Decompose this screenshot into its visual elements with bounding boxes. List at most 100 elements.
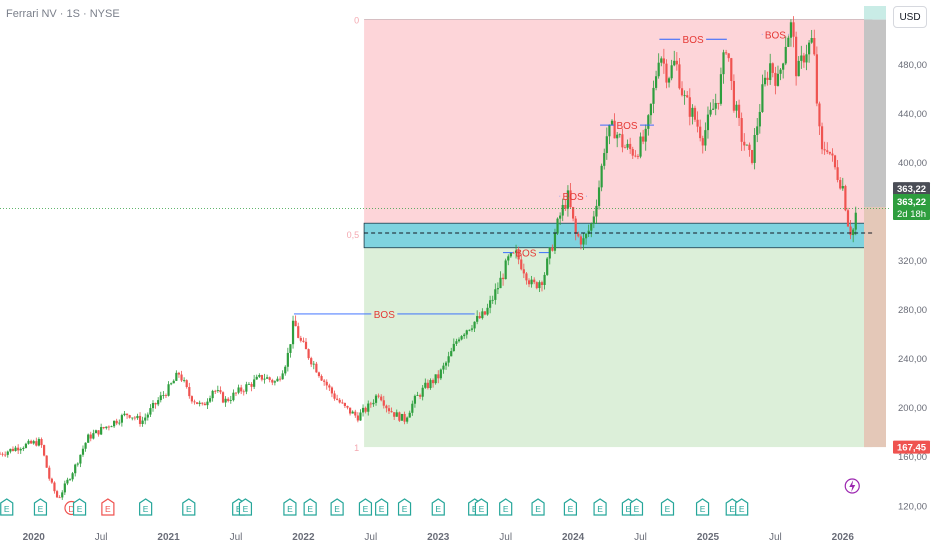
- event-label-18: E: [503, 504, 509, 514]
- candle-body-42: [107, 426, 111, 428]
- candle-body-49: [125, 413, 129, 416]
- candle-body-20: [50, 478, 53, 483]
- projection-down-shade: [864, 206, 886, 448]
- candle-body-67: [172, 380, 175, 384]
- candle-body-180: [465, 330, 468, 335]
- candle-body-65: [167, 384, 170, 396]
- candle-body-11: [27, 440, 30, 444]
- candle-body-145: [374, 395, 378, 403]
- candle-body-103: [266, 377, 269, 379]
- price-tick-9: 160,00: [898, 452, 927, 463]
- candle-body-78: [201, 402, 204, 404]
- candle-body-255: [660, 58, 663, 63]
- candle-body-197: [509, 252, 512, 257]
- event-label-2: D: [68, 504, 74, 514]
- earnings-marker-1: [33, 498, 48, 516]
- candle-body-165: [426, 382, 429, 389]
- candle-body-146: [377, 395, 380, 397]
- candle-body-294: [761, 84, 764, 112]
- candle-body-26: [66, 479, 69, 484]
- candle-body-232: [600, 165, 603, 188]
- candle-body-175: [452, 343, 455, 352]
- earnings-marker-12: [358, 498, 373, 516]
- candle-body-50: [128, 415, 131, 418]
- currency-button[interactable]: USD: [893, 6, 927, 28]
- candle-body-63: [162, 395, 165, 396]
- candle-body-330: [854, 212, 857, 230]
- candle-body-171: [442, 365, 445, 370]
- candle-body-51: [131, 417, 134, 419]
- candle-body-188: [486, 307, 489, 315]
- earnings-marker-17: [474, 498, 489, 516]
- candle-body-261: [675, 60, 678, 65]
- event-label-15: E: [435, 504, 441, 514]
- candle-body-62: [159, 395, 162, 401]
- time-axis[interactable]: 2020 Jul 2021 Jul 2022 Jul 2023 Jul 2024 Jul 2025 J…: [23, 532, 855, 543]
- earnings-marker-21: [593, 498, 607, 516]
- candle-body-224: [579, 236, 582, 245]
- candle-body-137: [354, 411, 357, 416]
- candle-body-124: [320, 376, 323, 381]
- candle-body-3: [6, 451, 9, 455]
- candle-body-23: [58, 497, 61, 499]
- event-label-20: E: [568, 504, 574, 514]
- candle-body-273: [706, 114, 710, 131]
- candle-body-18: [45, 455, 48, 468]
- candle-body-122: [315, 363, 318, 373]
- candle-body-114: [294, 320, 297, 327]
- candle-body-326: [844, 186, 847, 211]
- price-axis[interactable]: 520,00480,00440,00400,00360,00320,00280,…: [890, 0, 932, 550]
- candle-body-268: [693, 107, 697, 120]
- event-label-1: E: [38, 504, 44, 514]
- event-label-9: E: [287, 504, 293, 514]
- candle-body-267: [691, 107, 694, 117]
- candle-body-320: [828, 151, 831, 154]
- candle-body-272: [704, 130, 707, 146]
- last-price-tag-bg: [893, 182, 930, 196]
- candle-body-277: [717, 102, 720, 104]
- candle-body-242: [626, 143, 629, 148]
- candle-body-126: [325, 381, 328, 386]
- candle-body-187: [483, 311, 487, 315]
- time-tick-5: Jul: [364, 532, 377, 543]
- low-price-tag-bg: [893, 440, 930, 454]
- candle-body-4: [9, 448, 12, 452]
- candle-body-149: [385, 405, 388, 409]
- candle-body-204: [527, 280, 531, 285]
- candle-body-25: [63, 483, 66, 493]
- candle-body-257: [665, 63, 668, 83]
- time-tick-12: 2026: [832, 532, 855, 543]
- candle-body-172: [444, 362, 448, 366]
- candle-body-96: [247, 383, 251, 385]
- candle-body-74: [190, 396, 193, 402]
- candle-body-219: [566, 190, 570, 209]
- candle-body-77: [198, 402, 201, 404]
- candle-body-312: [807, 42, 811, 55]
- candle-body-256: [662, 58, 665, 64]
- candle-body-260: [673, 60, 676, 66]
- candle-body-113: [291, 320, 295, 345]
- earnings-marker-6: [182, 498, 196, 516]
- candle-body-59: [151, 402, 155, 409]
- candle-body-173: [447, 356, 450, 363]
- candle-body-220: [569, 190, 572, 208]
- candle-body-157: [406, 417, 409, 422]
- candle-body-281: [727, 53, 730, 59]
- candle-body-253: [654, 76, 658, 88]
- candle-body-158: [408, 412, 411, 418]
- candle-body-86: [221, 392, 225, 403]
- candle-body-235: [608, 124, 611, 137]
- candle-body-14: [35, 441, 38, 446]
- symbol-title: Ferrari NV · 1S · NYSE: [6, 8, 120, 20]
- candle-body-47: [120, 415, 123, 423]
- bos-label-4: BOS: [683, 35, 704, 46]
- discount-zone: [364, 247, 873, 448]
- candle-body-118: [304, 341, 308, 350]
- candle-body-324: [839, 179, 842, 189]
- time-tick-7: Jul: [499, 532, 512, 543]
- candle-body-92: [237, 387, 240, 393]
- candle-body-123: [317, 372, 321, 377]
- candle-body-293: [758, 111, 761, 127]
- candle-body-168: [434, 374, 437, 384]
